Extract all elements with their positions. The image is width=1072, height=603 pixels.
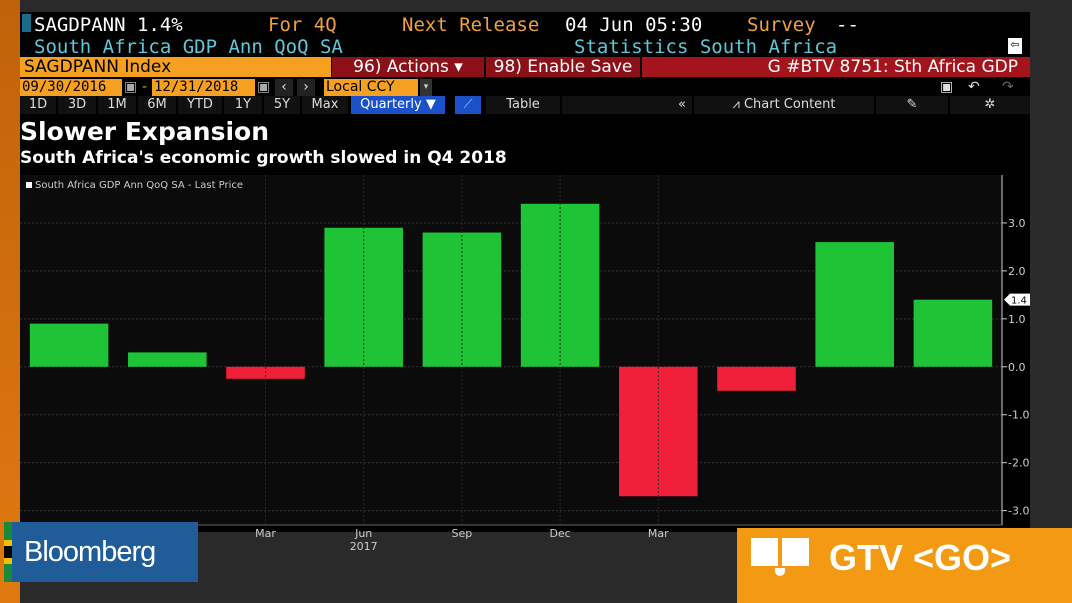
range-6m[interactable]: 6M — [138, 96, 176, 114]
calendar-icon[interactable]: ▣ — [124, 79, 138, 95]
screen-icon — [751, 538, 811, 578]
chevron-down-icon[interactable]: ▾ — [420, 79, 432, 96]
y-tick-label: 2.0 — [1008, 265, 1026, 278]
export-icon[interactable]: ⇦ — [1008, 38, 1022, 54]
range-1m[interactable]: 1M — [98, 96, 136, 114]
presentation-icon[interactable]: ▣ — [940, 79, 954, 95]
ticker-price: SAGDPANN 1.4% — [34, 14, 183, 36]
frequency-select[interactable]: Quarterly ▼ — [351, 96, 445, 114]
last-value-label: 1.4 — [1011, 296, 1027, 307]
collapse-button[interactable]: « — [562, 96, 692, 114]
range-max[interactable]: Max — [302, 96, 348, 114]
redo-icon[interactable]: ↷ — [1002, 79, 1014, 95]
range-3d[interactable]: 3D — [58, 96, 96, 114]
x-tick-label: Mar — [255, 527, 276, 540]
date-separator: - — [142, 79, 148, 95]
flag-icon — [4, 522, 12, 582]
x-tick-label: Mar — [648, 527, 669, 540]
bar — [717, 366, 796, 391]
chart-subtitle: South Africa's economic growth slowed in… — [20, 148, 507, 168]
currency-select[interactable]: Local CCY — [324, 79, 418, 96]
chart-content-button[interactable]: ⩘ Chart Content — [694, 96, 874, 114]
enable-save-button[interactable]: 98) Enable Save — [486, 57, 640, 77]
table-button[interactable]: Table — [486, 96, 560, 114]
bar — [815, 242, 894, 367]
y-tick-label: -3.0 — [1008, 505, 1029, 518]
bloomberg-logo: Bloomberg — [4, 522, 198, 582]
next-release: 04 Jun 05:30 — [565, 14, 703, 36]
range-1y[interactable]: 1Y — [224, 96, 262, 114]
range-5y[interactable]: 5Y — [264, 96, 300, 114]
y-tick-label: -1.0 — [1008, 409, 1029, 422]
data-source: Statistics South Africa — [574, 36, 838, 58]
gear-icon[interactable]: ✲ — [950, 96, 1030, 114]
chart-name[interactable]: G #BTV 8751: Sth Africa GDP — [642, 57, 1030, 77]
prev-button[interactable]: ‹ — [275, 79, 293, 96]
bar — [913, 299, 993, 367]
status-marker — [22, 14, 31, 32]
x-tick-label: Jun — [354, 527, 372, 540]
survey-value: -- — [836, 14, 859, 36]
end-date-input[interactable]: 12/31/2018 — [152, 79, 255, 96]
y-tick-label: 1.0 — [1008, 313, 1026, 326]
legend-swatch — [26, 182, 32, 188]
security-description: South Africa GDP Ann QoQ SA — [34, 36, 343, 58]
survey-label: Survey — [747, 14, 816, 36]
period: For 4Q — [268, 14, 337, 36]
start-date-input[interactable]: 09/30/2016 — [20, 79, 122, 96]
bar — [128, 352, 207, 367]
x-year-label: 2017 — [350, 540, 378, 553]
range-ytd[interactable]: YTD — [178, 96, 222, 114]
x-tick-label: Dec — [549, 527, 570, 540]
actions-button[interactable]: 96) Actions ▾ — [332, 57, 484, 77]
legend: South Africa GDP Ann QoQ SA - Last Price — [26, 180, 243, 191]
chart-title: Slower Expansion — [20, 117, 270, 146]
edit-icon[interactable]: ✎ — [876, 96, 948, 114]
next-button[interactable]: › — [297, 79, 315, 96]
chart-icon: ⩘ — [732, 97, 744, 112]
background-strip — [0, 0, 20, 603]
x-tick-label: Sep — [452, 527, 473, 540]
range-1d[interactable]: 1D — [20, 96, 56, 114]
bar — [29, 323, 109, 367]
y-tick-label: -2.0 — [1008, 457, 1029, 470]
y-tick-label: 0.0 — [1008, 361, 1026, 374]
gtv-banner: GTV <GO> — [737, 528, 1072, 603]
next-release-label: Next Release — [402, 14, 540, 36]
line-chart-icon[interactable]: ⟋ — [455, 96, 481, 114]
security-field[interactable]: SAGDPANN Index — [20, 57, 331, 77]
undo-icon[interactable]: ↶ — [968, 79, 980, 95]
last-value-marker — [1004, 293, 1030, 306]
calendar-icon[interactable]: ▣ — [257, 79, 271, 95]
y-tick-label: 3.0 — [1008, 217, 1026, 230]
